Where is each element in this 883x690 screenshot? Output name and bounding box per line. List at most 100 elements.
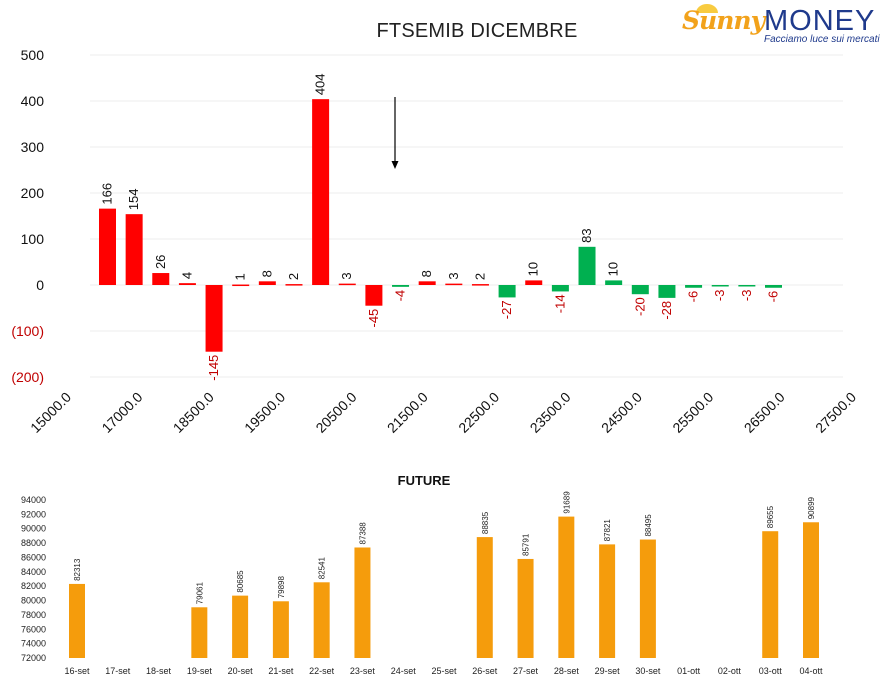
bar-value-label: -4 bbox=[393, 290, 408, 302]
future-x-tick-label: 23-set bbox=[350, 666, 376, 676]
future-x-tick-label: 02-ott bbox=[718, 666, 742, 676]
y-tick-label: 300 bbox=[21, 139, 45, 155]
future-bar-value-label: 90899 bbox=[807, 496, 816, 519]
future-y-tick-label: 82000 bbox=[21, 581, 46, 591]
bar bbox=[312, 99, 330, 285]
future-bar bbox=[232, 595, 249, 658]
logo-text-sunny: Sunny bbox=[682, 6, 765, 35]
future-x-tick-label: 16-set bbox=[64, 666, 90, 676]
future-x-tick-label: 04-ott bbox=[799, 666, 823, 676]
future-y-tick-label: 80000 bbox=[21, 596, 46, 606]
future-bar-value-label: 80685 bbox=[236, 570, 245, 593]
future-x-tick-label: 30-set bbox=[635, 666, 661, 676]
bar bbox=[685, 285, 703, 288]
future-y-tick-label: 92000 bbox=[21, 509, 46, 519]
bar-value-label: -3 bbox=[712, 290, 727, 302]
bar bbox=[631, 285, 649, 295]
bar-value-label: 83 bbox=[579, 228, 594, 242]
future-bar bbox=[762, 531, 779, 658]
future-bar bbox=[191, 607, 208, 658]
future-y-tick-label: 86000 bbox=[21, 552, 46, 562]
bar-value-label: 3 bbox=[446, 272, 461, 279]
bar-value-label: -14 bbox=[552, 294, 567, 313]
logo-text-money: MONEY bbox=[764, 5, 876, 37]
bar-value-label: 1 bbox=[233, 273, 248, 280]
bar-value-label: 10 bbox=[606, 262, 621, 276]
bar-value-label: 8 bbox=[419, 270, 434, 277]
future-x-tick-label: 17-set bbox=[105, 666, 131, 676]
future-x-tick-label: 29-set bbox=[595, 666, 621, 676]
bar-value-label: 2 bbox=[286, 273, 301, 280]
future-y-tick-label: 76000 bbox=[21, 624, 46, 634]
main-bar-chart: 500 400 300 200 100 0 (100) (200) 166 154 26 4 -145 1… bbox=[11, 47, 859, 436]
chart-title: FTSEMIB DICEMBRE bbox=[376, 20, 578, 42]
bar-value-label: -6 bbox=[766, 291, 781, 303]
future-x-tick-label: 27-set bbox=[513, 666, 539, 676]
future-x-tick-label: 26-set bbox=[472, 666, 498, 676]
future-x-tick-label: 24-set bbox=[391, 666, 417, 676]
future-bar bbox=[476, 537, 493, 658]
future-x-tick-label: 18-set bbox=[146, 666, 172, 676]
future-bar bbox=[558, 516, 575, 658]
logo-tagline: Facciamo luce sui mercati bbox=[764, 34, 880, 45]
bar bbox=[125, 214, 143, 285]
y-tick-label: 400 bbox=[21, 93, 45, 109]
bar-value-label: 8 bbox=[259, 270, 274, 277]
bar bbox=[551, 285, 569, 292]
bar-value-label: 404 bbox=[313, 73, 328, 95]
future-bar bbox=[272, 601, 289, 658]
bar bbox=[365, 285, 383, 306]
bar-value-label: -3 bbox=[739, 290, 754, 302]
bar-value-label: -20 bbox=[632, 297, 647, 316]
y-tick-label: 100 bbox=[21, 231, 45, 247]
future-x-tick-label: 19-set bbox=[187, 666, 213, 676]
bar bbox=[232, 284, 250, 287]
y-tick-label: (100) bbox=[11, 323, 44, 339]
future-x-tick-label: 03-ott bbox=[759, 666, 783, 676]
future-bar-value-label: 79061 bbox=[195, 581, 204, 604]
future-y-tick-label: 84000 bbox=[21, 567, 46, 577]
future-bar-value-label: 79898 bbox=[277, 575, 286, 598]
future-bar bbox=[803, 522, 819, 658]
bar bbox=[258, 281, 276, 285]
future-y-tick-label: 78000 bbox=[21, 610, 46, 620]
bar bbox=[99, 208, 116, 285]
bar-value-label: 3 bbox=[339, 272, 354, 279]
future-chart-title: FUTURE bbox=[397, 473, 451, 488]
future-x-tick-label: 21-set bbox=[268, 666, 294, 676]
future-bar bbox=[354, 547, 371, 658]
future-y-tick-label: 90000 bbox=[21, 524, 46, 534]
bar bbox=[605, 280, 623, 285]
bar bbox=[285, 284, 303, 286]
y-tick-label: 500 bbox=[21, 47, 45, 63]
future-y-tick-label: 88000 bbox=[21, 538, 46, 548]
sunny-money-logo: Sunny MONEY Facciamo luce sui mercati bbox=[678, 4, 883, 48]
future-bar bbox=[69, 583, 85, 658]
future-bar bbox=[599, 544, 616, 658]
y-tick-label: (200) bbox=[11, 369, 44, 385]
bar-value-label: -145 bbox=[206, 355, 221, 381]
bar bbox=[711, 285, 729, 287]
bar bbox=[498, 285, 516, 298]
bar bbox=[392, 285, 410, 287]
future-bar-value-label: 91689 bbox=[562, 491, 571, 514]
future-x-tick-label: 28-set bbox=[554, 666, 580, 676]
bar bbox=[765, 285, 782, 288]
future-y-tick-label: 94000 bbox=[21, 495, 46, 505]
future-bar bbox=[313, 582, 330, 658]
bar bbox=[152, 273, 170, 285]
future-bar-value-label: 88495 bbox=[644, 514, 653, 537]
bar bbox=[445, 283, 463, 286]
bar-value-label: 2 bbox=[472, 273, 487, 280]
future-bar-value-label: 82313 bbox=[73, 558, 82, 581]
sun-icon bbox=[696, 4, 718, 13]
bar-value-label: 154 bbox=[126, 188, 141, 210]
future-y-tick-label: 74000 bbox=[21, 639, 46, 649]
future-x-tick-label: 25-set bbox=[431, 666, 457, 676]
future-x-tick-label: 20-set bbox=[228, 666, 254, 676]
bar-value-label: -45 bbox=[366, 309, 381, 328]
bar bbox=[658, 285, 676, 298]
bar bbox=[525, 280, 543, 285]
bar bbox=[338, 283, 356, 286]
